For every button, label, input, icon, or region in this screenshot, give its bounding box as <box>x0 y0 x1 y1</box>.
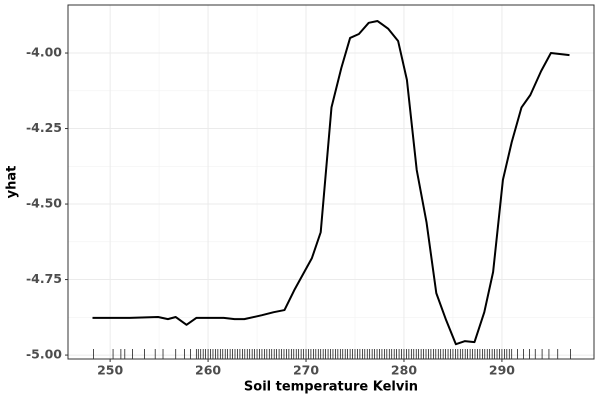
y-axis-title: yhat <box>5 166 20 199</box>
y-tick-label: -4.00 <box>26 45 62 60</box>
x-tick-label: 250 <box>97 363 123 378</box>
x-tick-label: 270 <box>293 363 319 378</box>
y-tick-label: -4.25 <box>26 120 62 135</box>
x-axis-title: Soil temperature Kelvin <box>244 380 418 395</box>
y-tick-label: -4.75 <box>26 271 62 286</box>
line <box>92 20 570 346</box>
x-tick-label: 260 <box>195 363 221 378</box>
x-tick-label: 280 <box>391 363 417 378</box>
x-tick-label: 290 <box>489 363 515 378</box>
panel-border <box>67 4 595 360</box>
y-tick-label: -5.00 <box>26 347 62 362</box>
y-tick-label: -4.50 <box>26 196 62 211</box>
